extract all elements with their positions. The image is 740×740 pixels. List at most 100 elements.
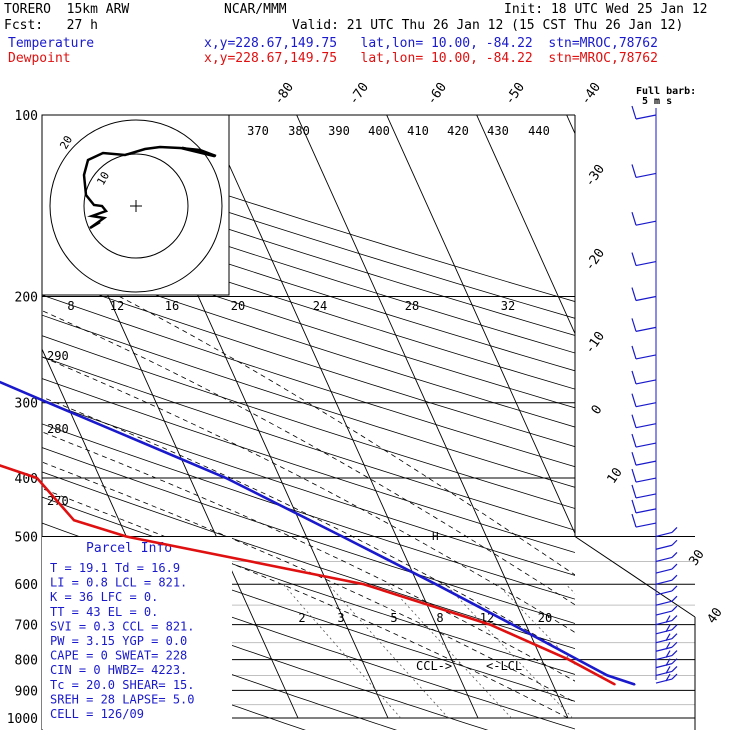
pressure-tick-label: 600 bbox=[15, 578, 38, 593]
wind-barb bbox=[631, 433, 657, 448]
wind-barb-flag bbox=[665, 633, 671, 641]
wind-barb bbox=[631, 105, 657, 120]
wind-barb bbox=[655, 563, 678, 574]
valid-time: Valid: 21 UTC Thu 26 Jan 12 (15 CST Thu … bbox=[292, 18, 684, 33]
wind-barb-shaft bbox=[655, 579, 673, 585]
isotherm-label: 0 bbox=[589, 402, 606, 417]
wind-barb-flag bbox=[671, 624, 678, 631]
pressure-tick-label: 300 bbox=[15, 397, 38, 412]
isotherm-line bbox=[206, 115, 479, 719]
dewpoint-point bbox=[614, 683, 616, 686]
wind-barb-shaft bbox=[635, 423, 657, 429]
wind-barb-flag bbox=[671, 633, 678, 640]
dry-adiabat bbox=[42, 471, 575, 650]
wind-barb-flag bbox=[665, 666, 671, 674]
theta-label: 390 bbox=[328, 124, 350, 138]
pressure-tick-label: 100 bbox=[15, 109, 38, 124]
theta-label: 370 bbox=[247, 124, 269, 138]
wind-barb-shaft bbox=[635, 508, 657, 514]
wind-barb bbox=[631, 164, 657, 179]
theta-side-label: 280 bbox=[47, 422, 69, 436]
profile-layer: CCL-> <-LCL H bbox=[0, 380, 636, 686]
parcel-info-row: SVI = 0.3 CCL = 821. bbox=[50, 619, 195, 633]
hodograph-speed-tick: 32 bbox=[501, 299, 515, 313]
temperature-location: x,y=228.67,149.75 lat,lon= 10.00, -84.22… bbox=[204, 36, 658, 51]
temperature-point bbox=[47, 401, 49, 404]
dry-adiabat bbox=[42, 496, 575, 675]
wind-barb bbox=[631, 513, 657, 528]
dry-adiabat bbox=[42, 423, 575, 600]
hodograph-ring-inner bbox=[83, 153, 189, 259]
wind-barb bbox=[655, 658, 678, 669]
wind-barb-flag bbox=[671, 539, 678, 546]
wind-barb-shaft bbox=[635, 493, 657, 499]
wind-barb-flag bbox=[671, 666, 678, 672]
hodograph-inset: 10 20 bbox=[41, 114, 230, 296]
mixing-ratio-label: 3 bbox=[337, 611, 344, 625]
wind-barb-shaft bbox=[635, 260, 657, 267]
theta-label: 410 bbox=[407, 124, 429, 138]
temperature-point bbox=[511, 623, 514, 626]
dewpoint-point bbox=[125, 535, 128, 538]
moist-adiabat bbox=[42, 488, 569, 719]
wind-barb-shaft bbox=[655, 620, 673, 626]
dry-adiabat bbox=[42, 294, 575, 468]
theta-label: 420 bbox=[447, 124, 469, 138]
wind-barb bbox=[655, 585, 678, 596]
wind-barb-flag bbox=[631, 105, 637, 120]
theta-side-label: 290 bbox=[47, 349, 69, 363]
moist-adiabat bbox=[42, 461, 575, 703]
wind-barb-flag bbox=[665, 650, 671, 658]
wind-barb-flag bbox=[631, 370, 637, 385]
wind-barb-flag bbox=[671, 658, 678, 665]
dry-adiabat bbox=[42, 577, 489, 730]
wind-barb-shaft bbox=[655, 590, 673, 596]
wind-barb-shaft bbox=[655, 638, 673, 644]
dry-adiabat bbox=[42, 314, 575, 488]
isotherm-line bbox=[566, 115, 575, 135]
wind-barb-shaft bbox=[655, 568, 673, 574]
mixing-ratio-label: 20 bbox=[538, 611, 552, 625]
temperature-point bbox=[435, 583, 437, 585]
wind-barb bbox=[631, 252, 657, 267]
wind-barb bbox=[631, 287, 657, 302]
wind-barb-flag bbox=[631, 513, 637, 528]
wind-barb-shaft bbox=[655, 646, 673, 652]
hodograph-trace-upper bbox=[181, 146, 216, 158]
wind-barb-shaft bbox=[655, 544, 673, 550]
parcel-info-row: LI = 0.8 LCL = 821. bbox=[50, 576, 187, 590]
wind-barb bbox=[655, 641, 678, 652]
wind-barb-flag bbox=[665, 658, 671, 666]
dewpoint-point bbox=[489, 623, 491, 626]
ccl-label: CCL-> bbox=[416, 659, 452, 673]
forecast-hour: Fcst: 27 h bbox=[4, 18, 98, 33]
wind-barb bbox=[631, 414, 657, 429]
parcel-info-box: Parcel Info T = 19.1 Td = 16.9LI = 0.8 L… bbox=[42, 537, 232, 729]
wind-barb-shaft bbox=[635, 442, 657, 448]
dewpoint-legend: Dewpoint bbox=[8, 51, 71, 66]
moist-adiabat bbox=[42, 431, 575, 682]
wind-barb-shaft bbox=[655, 600, 673, 606]
parcel-info-row: CELL = 126/09 bbox=[50, 707, 144, 721]
wind-barb-shaft bbox=[655, 531, 673, 538]
wind-barb-flag bbox=[631, 414, 637, 428]
isotherm-line bbox=[386, 115, 575, 535]
dry-adiabat bbox=[42, 400, 575, 576]
isotherm-label: -20 bbox=[582, 246, 608, 274]
wind-barb bbox=[631, 468, 657, 483]
wind-barb bbox=[631, 345, 657, 360]
wind-barb-flag bbox=[631, 318, 637, 332]
wind-barb-shaft bbox=[635, 379, 657, 385]
isotherm-label: -10 bbox=[582, 329, 608, 357]
wind-barb-shaft bbox=[635, 326, 657, 332]
theta-label: 440 bbox=[528, 124, 550, 138]
wind-barb-flag bbox=[631, 345, 637, 360]
wind-barb-flag bbox=[631, 451, 637, 466]
wind-barb-flag bbox=[631, 484, 637, 499]
hodograph-speed-tick: 8 bbox=[67, 299, 74, 313]
wind-barb-flag bbox=[671, 585, 678, 592]
mixing-ratio-label: 2 bbox=[298, 611, 305, 625]
wind-barb bbox=[655, 574, 678, 585]
wind-barb-flag bbox=[665, 615, 671, 623]
